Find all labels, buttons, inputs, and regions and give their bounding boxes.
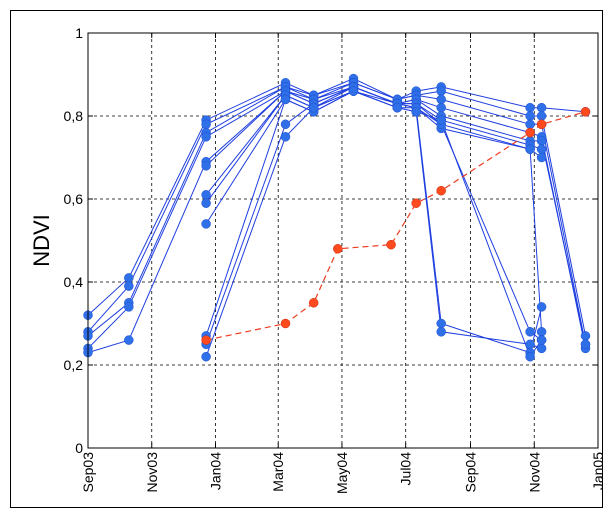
data-point-red: [436, 185, 446, 196]
data-point-blue: [201, 198, 211, 208]
data-point-blue: [201, 219, 211, 229]
series-line-blue: [205, 86, 543, 354]
data-point-blue: [280, 132, 291, 142]
x-tick-label: Sep03: [80, 452, 96, 493]
data-point-blue: [201, 190, 211, 200]
data-point-blue: [536, 102, 547, 113]
x-tick-label: Jul04: [398, 452, 414, 486]
data-point-blue: [536, 111, 547, 121]
y-tick-label: 0,6: [64, 191, 84, 207]
data-point-blue: [124, 302, 134, 312]
series-line-blue: [87, 78, 586, 316]
data-point-blue: [436, 86, 446, 96]
data-point-blue: [536, 152, 547, 163]
x-tick-label: Mar04: [270, 452, 286, 492]
series-line-blue: [87, 86, 586, 349]
data-point-blue: [436, 102, 446, 113]
data-point-red: [308, 298, 319, 308]
data-point-blue: [536, 144, 547, 154]
data-point-red: [333, 244, 343, 254]
data-point-blue: [124, 335, 134, 345]
data-point-blue: [525, 119, 535, 130]
data-point-blue: [536, 136, 547, 146]
data-point-blue: [280, 94, 291, 105]
data-point-blue: [348, 86, 359, 96]
data-point-blue: [580, 331, 591, 341]
data-point-blue: [392, 102, 403, 113]
data-point-red: [386, 239, 396, 250]
data-point-blue: [201, 161, 211, 171]
y-tick-label: 0: [75, 440, 83, 456]
series-markers: [83, 73, 591, 362]
data-point-blue: [525, 144, 535, 154]
data-point-blue: [436, 327, 446, 337]
series-line-red: [205, 111, 586, 341]
data-point-blue: [308, 102, 319, 113]
x-tick-label: May04: [334, 452, 350, 494]
data-point-blue: [525, 339, 535, 350]
data-point-red: [201, 335, 211, 345]
data-point-red: [411, 198, 421, 208]
data-point-blue: [436, 318, 446, 329]
series-lines: [87, 78, 586, 358]
series-line-blue: [205, 90, 543, 332]
x-tick-label: Sep04: [463, 452, 479, 493]
ndvi-line-chart: 0 0,2 0,4 0,6 0,8 1 Sep03 Nov03 Jan04 Mar04 May04 J…: [29, 25, 602, 494]
data-point-blue: [436, 94, 446, 105]
y-tick-label: 0,4: [64, 274, 84, 290]
data-point-blue: [525, 111, 535, 121]
data-point-blue: [536, 302, 547, 312]
data-point-blue: [280, 119, 291, 130]
x-tick-label: Jan04: [208, 452, 224, 490]
data-point-red: [280, 318, 291, 329]
y-tick-label: 0,8: [64, 108, 84, 124]
data-point-red: [580, 107, 591, 117]
y-tick-label: 1: [75, 25, 83, 41]
axis-ticks: 0 0,2 0,4 0,6 0,8 1 Sep03 Nov03 Jan04 Mar04 May04 J…: [64, 25, 602, 494]
data-point-red: [536, 119, 547, 130]
grid-lines: [88, 33, 598, 448]
data-point-blue: [525, 102, 535, 113]
data-point-blue: [536, 343, 547, 354]
data-point-blue: [580, 339, 591, 350]
data-point-blue: [201, 132, 211, 142]
x-tick-label: Jan05: [590, 452, 602, 490]
data-point-blue: [536, 327, 547, 337]
y-axis-label: NDVI: [29, 214, 54, 267]
data-point-blue: [124, 273, 134, 283]
series-line-blue: [205, 90, 542, 341]
data-point-blue: [536, 335, 547, 345]
data-point-blue: [525, 327, 535, 337]
data-point-blue: [124, 281, 134, 291]
data-point-blue: [411, 107, 421, 117]
data-point-blue: [201, 119, 211, 130]
x-tick-label: Nov04: [526, 452, 542, 493]
data-point-blue: [436, 115, 446, 125]
chart-frame: 0 0,2 0,4 0,6 0,8 1 Sep03 Nov03 Jan04 Mar04 May04 J…: [10, 10, 603, 508]
data-point-blue: [201, 351, 211, 362]
x-tick-label: Nov03: [144, 452, 160, 493]
data-point-blue: [525, 351, 535, 362]
data-point-red: [525, 127, 535, 138]
y-tick-label: 0,2: [64, 357, 84, 373]
plot-area-border: [87, 32, 599, 449]
